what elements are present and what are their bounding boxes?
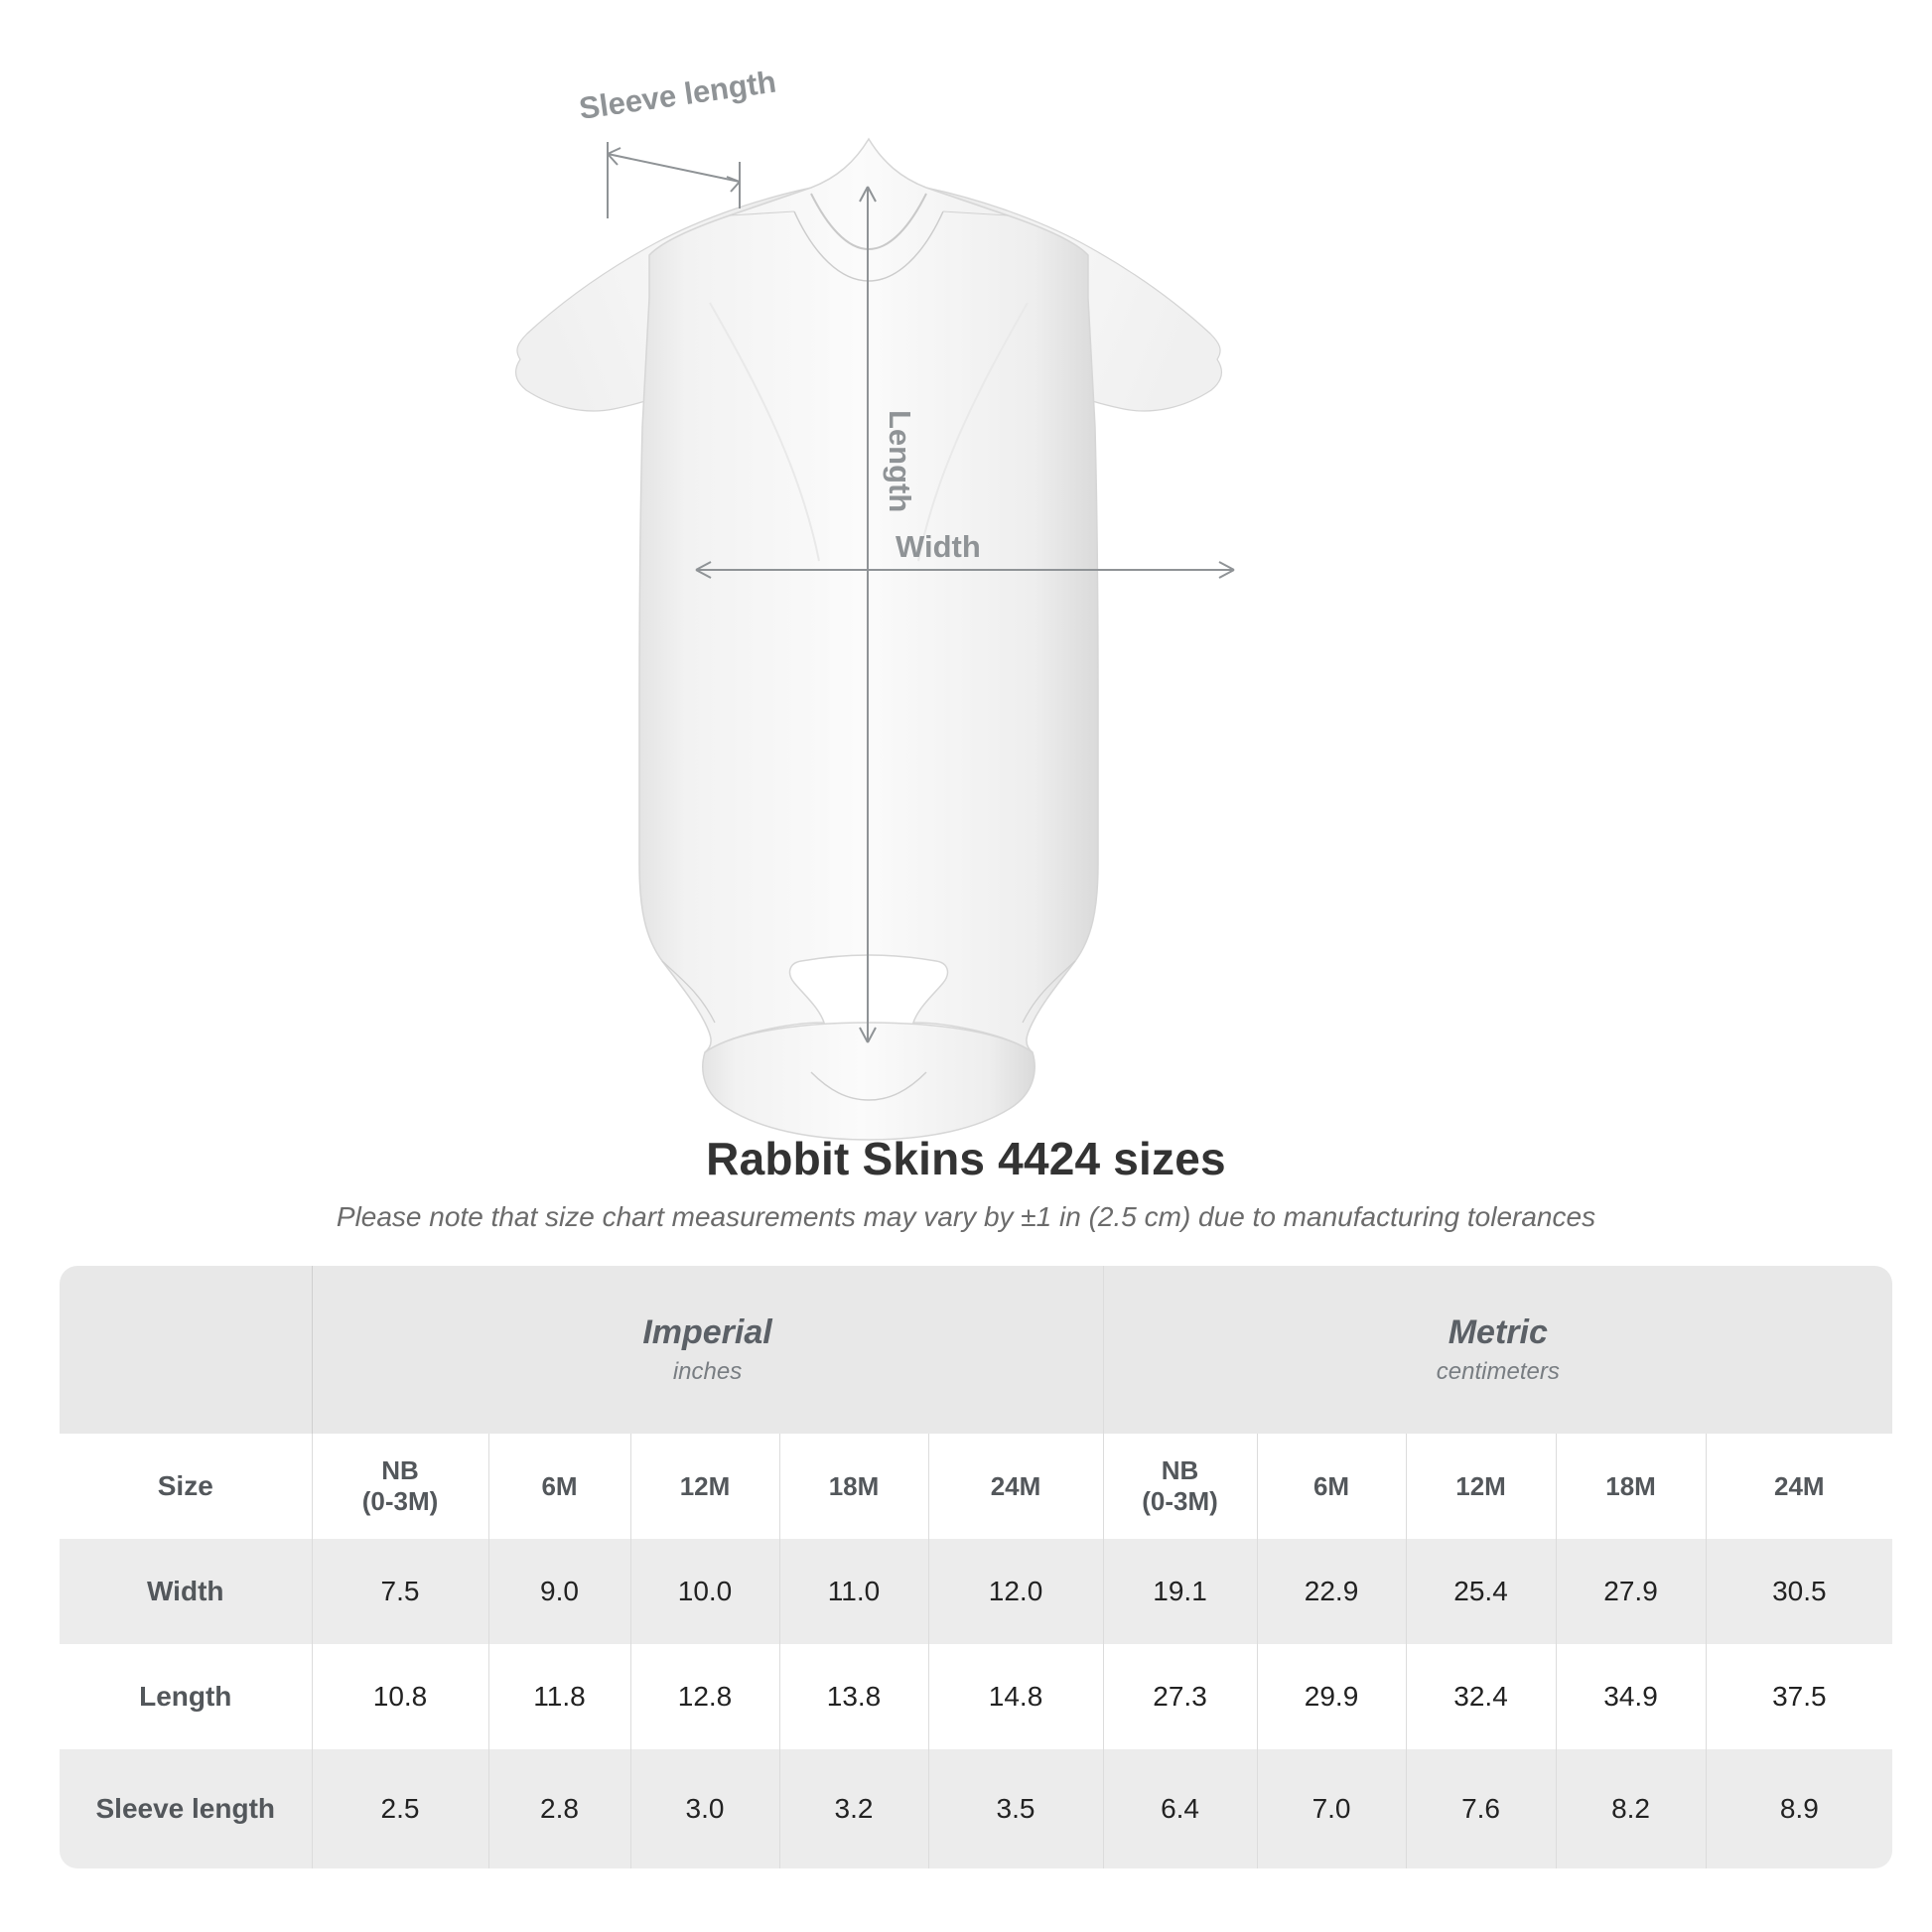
svg-text:Width: Width	[896, 529, 981, 564]
svg-text:Length: Length	[883, 410, 917, 512]
svg-text:Sleeve length: Sleeve length	[577, 64, 778, 125]
